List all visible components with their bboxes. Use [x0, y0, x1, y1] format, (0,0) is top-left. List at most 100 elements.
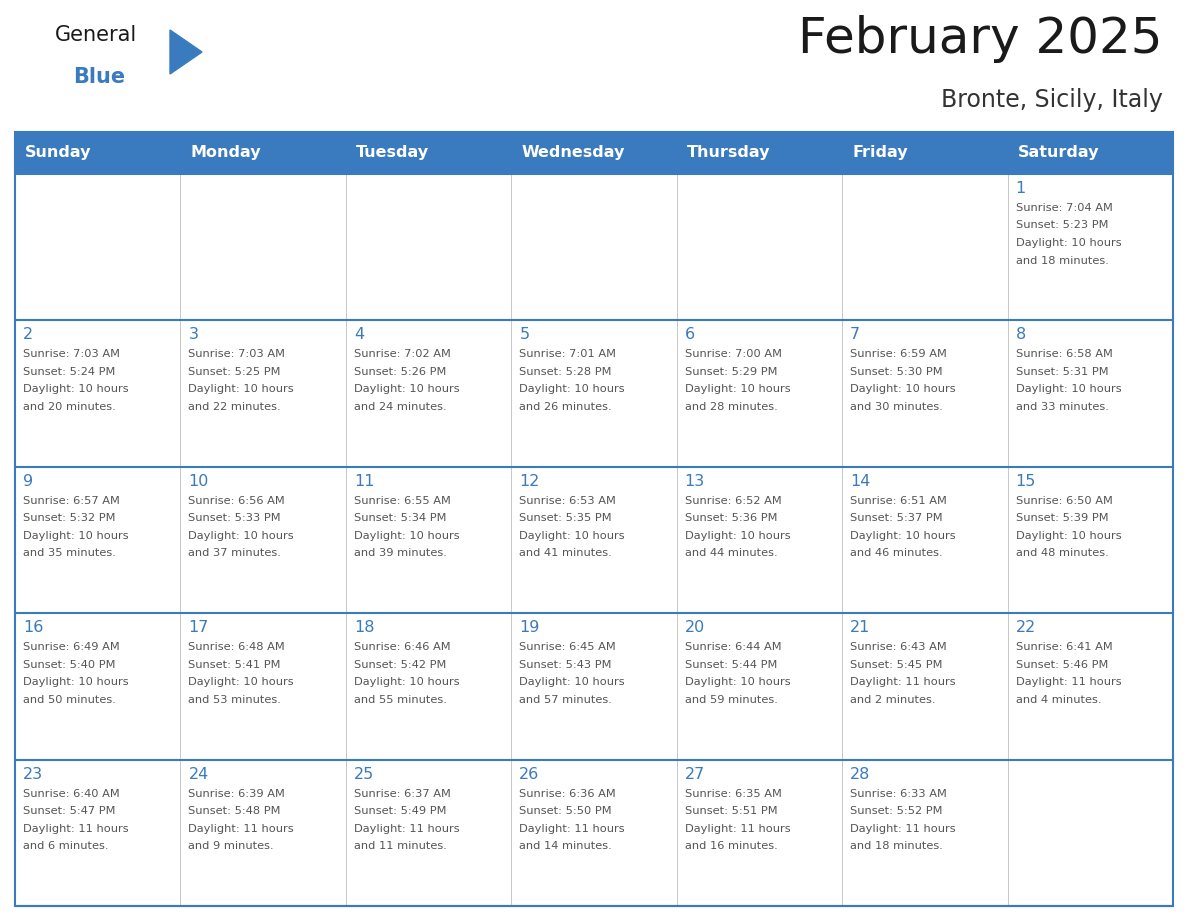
- Text: Thursday: Thursday: [687, 145, 770, 161]
- Text: Daylight: 11 hours: Daylight: 11 hours: [23, 823, 128, 834]
- Text: and 44 minutes.: and 44 minutes.: [684, 548, 777, 558]
- Text: Daylight: 10 hours: Daylight: 10 hours: [189, 385, 295, 395]
- Text: Daylight: 11 hours: Daylight: 11 hours: [354, 823, 460, 834]
- Text: Sunrise: 6:57 AM: Sunrise: 6:57 AM: [23, 496, 120, 506]
- Text: Daylight: 10 hours: Daylight: 10 hours: [519, 531, 625, 541]
- Text: Daylight: 10 hours: Daylight: 10 hours: [684, 677, 790, 688]
- Text: Sunrise: 6:58 AM: Sunrise: 6:58 AM: [1016, 350, 1112, 360]
- Text: Sunset: 5:42 PM: Sunset: 5:42 PM: [354, 660, 447, 670]
- Text: Daylight: 10 hours: Daylight: 10 hours: [851, 385, 956, 395]
- Text: and 16 minutes.: and 16 minutes.: [684, 841, 777, 851]
- Text: 23: 23: [23, 767, 43, 781]
- Text: and 6 minutes.: and 6 minutes.: [23, 841, 108, 851]
- Text: 21: 21: [851, 621, 871, 635]
- Text: Daylight: 10 hours: Daylight: 10 hours: [189, 531, 295, 541]
- Text: Sunrise: 6:45 AM: Sunrise: 6:45 AM: [519, 643, 617, 652]
- Bar: [511, 132, 677, 174]
- Text: Sunset: 5:26 PM: Sunset: 5:26 PM: [354, 367, 447, 377]
- Text: 19: 19: [519, 621, 539, 635]
- Text: 15: 15: [1016, 474, 1036, 488]
- Text: Daylight: 11 hours: Daylight: 11 hours: [519, 823, 625, 834]
- Text: Sunset: 5:46 PM: Sunset: 5:46 PM: [1016, 660, 1108, 670]
- Text: Sunset: 5:43 PM: Sunset: 5:43 PM: [519, 660, 612, 670]
- Text: Sunrise: 6:40 AM: Sunrise: 6:40 AM: [23, 789, 120, 799]
- Text: and 46 minutes.: and 46 minutes.: [851, 548, 943, 558]
- Text: Sunset: 5:39 PM: Sunset: 5:39 PM: [1016, 513, 1108, 523]
- Text: and 28 minutes.: and 28 minutes.: [684, 402, 777, 412]
- Text: Tuesday: Tuesday: [355, 145, 429, 161]
- Text: and 14 minutes.: and 14 minutes.: [519, 841, 612, 851]
- Text: Daylight: 10 hours: Daylight: 10 hours: [1016, 385, 1121, 395]
- Text: Daylight: 10 hours: Daylight: 10 hours: [354, 385, 460, 395]
- Text: Daylight: 10 hours: Daylight: 10 hours: [519, 385, 625, 395]
- Text: Sunset: 5:23 PM: Sunset: 5:23 PM: [1016, 220, 1108, 230]
- Text: 17: 17: [189, 621, 209, 635]
- Text: Sunset: 5:51 PM: Sunset: 5:51 PM: [684, 806, 777, 816]
- Text: Sunset: 5:48 PM: Sunset: 5:48 PM: [189, 806, 280, 816]
- Text: and 57 minutes.: and 57 minutes.: [519, 695, 612, 705]
- Text: Daylight: 11 hours: Daylight: 11 hours: [684, 823, 790, 834]
- Text: Daylight: 10 hours: Daylight: 10 hours: [354, 677, 460, 688]
- Text: 5: 5: [519, 328, 530, 342]
- Text: 2: 2: [23, 328, 33, 342]
- Text: and 35 minutes.: and 35 minutes.: [23, 548, 116, 558]
- Text: 18: 18: [354, 621, 374, 635]
- Text: Daylight: 11 hours: Daylight: 11 hours: [851, 823, 956, 834]
- Text: Sunrise: 7:01 AM: Sunrise: 7:01 AM: [519, 350, 617, 360]
- Text: Daylight: 10 hours: Daylight: 10 hours: [684, 385, 790, 395]
- Text: 13: 13: [684, 474, 704, 488]
- Text: Sunrise: 6:50 AM: Sunrise: 6:50 AM: [1016, 496, 1112, 506]
- Text: Sunset: 5:33 PM: Sunset: 5:33 PM: [189, 513, 282, 523]
- Text: Daylight: 10 hours: Daylight: 10 hours: [189, 677, 295, 688]
- Text: 24: 24: [189, 767, 209, 781]
- Text: 14: 14: [851, 474, 871, 488]
- Text: and 37 minutes.: and 37 minutes.: [189, 548, 282, 558]
- Text: and 4 minutes.: and 4 minutes.: [1016, 695, 1101, 705]
- Text: 7: 7: [851, 328, 860, 342]
- Text: Blue: Blue: [72, 67, 125, 87]
- Text: Sunset: 5:32 PM: Sunset: 5:32 PM: [23, 513, 115, 523]
- Text: Saturday: Saturday: [1017, 145, 1099, 161]
- Text: and 18 minutes.: and 18 minutes.: [851, 841, 943, 851]
- Text: Sunset: 5:29 PM: Sunset: 5:29 PM: [684, 367, 777, 377]
- Text: Daylight: 10 hours: Daylight: 10 hours: [519, 677, 625, 688]
- Text: Daylight: 11 hours: Daylight: 11 hours: [189, 823, 295, 834]
- Text: Sunrise: 7:00 AM: Sunrise: 7:00 AM: [684, 350, 782, 360]
- Text: Daylight: 10 hours: Daylight: 10 hours: [354, 531, 460, 541]
- Text: Daylight: 10 hours: Daylight: 10 hours: [23, 677, 128, 688]
- Text: Bronte, Sicily, Italy: Bronte, Sicily, Italy: [941, 88, 1163, 112]
- Text: Sunset: 5:30 PM: Sunset: 5:30 PM: [851, 367, 943, 377]
- Text: and 18 minutes.: and 18 minutes.: [1016, 255, 1108, 265]
- Text: Sunset: 5:35 PM: Sunset: 5:35 PM: [519, 513, 612, 523]
- Text: Daylight: 10 hours: Daylight: 10 hours: [23, 531, 128, 541]
- Text: Sunrise: 6:37 AM: Sunrise: 6:37 AM: [354, 789, 450, 799]
- Text: Daylight: 10 hours: Daylight: 10 hours: [1016, 531, 1121, 541]
- Bar: [181, 132, 346, 174]
- Text: Sunrise: 6:46 AM: Sunrise: 6:46 AM: [354, 643, 450, 652]
- Text: Sunset: 5:49 PM: Sunset: 5:49 PM: [354, 806, 447, 816]
- Text: Sunrise: 6:43 AM: Sunrise: 6:43 AM: [851, 643, 947, 652]
- Bar: [15, 132, 181, 174]
- Text: Sunrise: 6:36 AM: Sunrise: 6:36 AM: [519, 789, 617, 799]
- Text: Wednesday: Wednesday: [522, 145, 625, 161]
- Text: Sunrise: 6:56 AM: Sunrise: 6:56 AM: [189, 496, 285, 506]
- Text: Sunset: 5:31 PM: Sunset: 5:31 PM: [1016, 367, 1108, 377]
- Text: and 39 minutes.: and 39 minutes.: [354, 548, 447, 558]
- Text: Sunrise: 6:55 AM: Sunrise: 6:55 AM: [354, 496, 450, 506]
- Text: 12: 12: [519, 474, 539, 488]
- Text: 25: 25: [354, 767, 374, 781]
- Text: Sunset: 5:40 PM: Sunset: 5:40 PM: [23, 660, 115, 670]
- Text: Sunrise: 6:52 AM: Sunrise: 6:52 AM: [684, 496, 782, 506]
- Text: Sunrise: 6:35 AM: Sunrise: 6:35 AM: [684, 789, 782, 799]
- Text: Daylight: 10 hours: Daylight: 10 hours: [23, 385, 128, 395]
- Text: Sunset: 5:25 PM: Sunset: 5:25 PM: [189, 367, 280, 377]
- Text: and 48 minutes.: and 48 minutes.: [1016, 548, 1108, 558]
- Text: and 30 minutes.: and 30 minutes.: [851, 402, 943, 412]
- Text: and 53 minutes.: and 53 minutes.: [189, 695, 282, 705]
- Text: and 11 minutes.: and 11 minutes.: [354, 841, 447, 851]
- Bar: [1007, 132, 1173, 174]
- Text: and 26 minutes.: and 26 minutes.: [519, 402, 612, 412]
- Text: Sunset: 5:34 PM: Sunset: 5:34 PM: [354, 513, 447, 523]
- Text: Sunset: 5:52 PM: Sunset: 5:52 PM: [851, 806, 942, 816]
- Text: Sunset: 5:36 PM: Sunset: 5:36 PM: [684, 513, 777, 523]
